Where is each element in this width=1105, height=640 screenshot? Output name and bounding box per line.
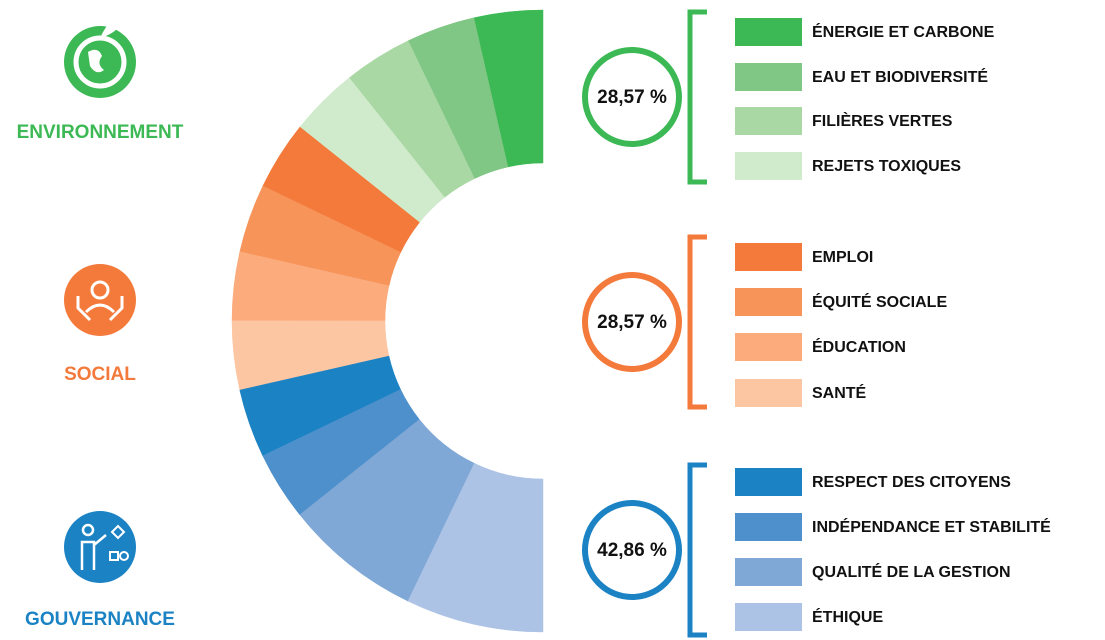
icon-environment [64, 12, 136, 98]
group-ring [582, 500, 682, 600]
icon-governance [64, 511, 136, 583]
legend-label: ÉTHIQUE [812, 607, 883, 626]
legend-swatch [735, 288, 802, 316]
group-percent: 28,57 % [597, 312, 667, 333]
legend-label: SANTÉ [812, 383, 867, 402]
legend-swatch [735, 468, 802, 496]
legend-label: QUALITÉ DE LA GESTION [812, 562, 1011, 581]
legend-label: REJETS TOXIQUES [812, 158, 961, 175]
group-percent: 42,86 % [597, 540, 667, 561]
legend-label: EAU ET BIODIVERSITÉ [812, 67, 988, 86]
legend-swatch [735, 379, 802, 407]
legend-swatch [735, 18, 802, 46]
legend-label: ÉQUITÉ SOCIALE [812, 292, 947, 311]
icon-social [64, 264, 136, 336]
legend-swatch [735, 243, 802, 271]
legend-swatch [735, 603, 802, 631]
legend-label: EMPLOI [812, 249, 873, 266]
group-label: GOUVERNANCE [25, 609, 175, 630]
brackets [687, 9, 707, 638]
legend-label: INDÉPENDANCE ET STABILITÉ [812, 517, 1051, 536]
legend-swatch [735, 333, 802, 361]
legend-label: RESPECT DES CITOYENS [812, 474, 1011, 491]
donut-segment [407, 463, 544, 633]
group-percent: 28,57 % [597, 87, 667, 108]
group-label: SOCIAL [64, 364, 136, 385]
legend-swatch [735, 558, 802, 586]
group-label: ENVIRONNEMENT [17, 122, 184, 143]
group-ring [582, 272, 682, 372]
legend-swatch [735, 107, 802, 135]
legend-swatch [735, 152, 802, 180]
legend-label: ÉDUCATION [812, 337, 906, 356]
group-ring [582, 47, 682, 147]
legend-swatch [735, 63, 802, 91]
legend-swatch [735, 513, 802, 541]
legend-label: FILIÈRES VERTES [812, 111, 953, 130]
legend-label: ÉNERGIE ET CARBONE [812, 22, 995, 41]
